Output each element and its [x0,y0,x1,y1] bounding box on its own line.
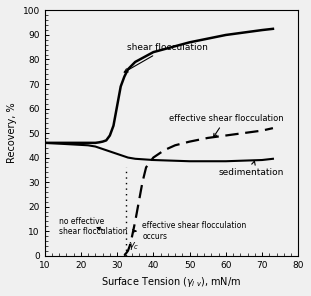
Text: no effective
shear flocculation: no effective shear flocculation [59,216,128,236]
Text: shear flocculation: shear flocculation [124,43,208,72]
Text: effective shear flocculation: effective shear flocculation [169,114,283,137]
Text: $\gamma_c$: $\gamma_c$ [128,240,139,252]
X-axis label: Surface Tension ($\gamma_{l\ v}$), mN/m: Surface Tension ($\gamma_{l\ v}$), mN/m [101,275,242,289]
Text: effective shear flocculation
occurs: effective shear flocculation occurs [132,221,247,241]
Y-axis label: Recovery, %: Recovery, % [7,103,17,163]
Text: sedimentation: sedimentation [219,161,284,177]
